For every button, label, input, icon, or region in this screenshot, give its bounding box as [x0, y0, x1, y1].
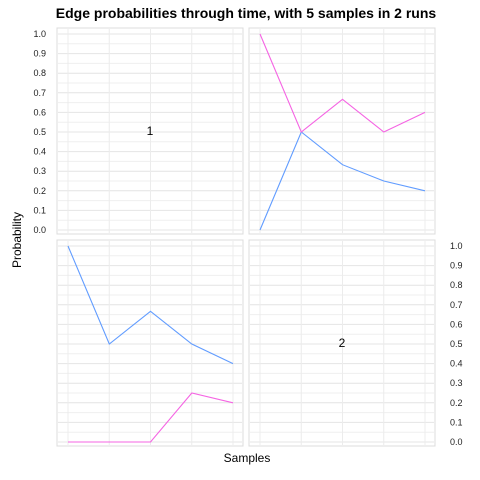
y-tick-label-left: 0.9 [33, 49, 46, 59]
diagonal-label-1: 1 [147, 124, 154, 138]
y-tick-label-right: 0.0 [450, 437, 463, 447]
y-tick-label-left: 0.4 [33, 147, 46, 157]
diagonal-label-2: 2 [339, 336, 346, 350]
series-line-run1-top-right [259, 131, 426, 231]
panels: 1 2 0.0 0.1 0.2 0.3 0.4 0.5 0.6 0.7 0.8 0.9 1.0 0.0 0.… [33, 27, 463, 447]
y-tick-label-right: 0.2 [450, 398, 463, 408]
y-tick-label-left: 0.3 [33, 166, 46, 176]
y-tick-label-left: 0.6 [33, 107, 46, 117]
y-tick-label-left: 0.2 [33, 186, 46, 196]
y-tick-label-right: 0.9 [450, 261, 463, 271]
series-line-run2-bottom-left [68, 392, 234, 443]
y-tick-label-right: 1.0 [450, 241, 463, 251]
x-axis-title: Samples [224, 451, 271, 465]
y-tick-label-left: 0.7 [33, 88, 46, 98]
y-tick-label-right: 0.1 [450, 417, 463, 427]
y-tick-label-right: 0.6 [450, 319, 463, 329]
y-tick-label-right: 0.5 [450, 339, 463, 349]
y-tick-label-left: 0.1 [33, 205, 46, 215]
y-tick-label-left: 0.8 [33, 68, 46, 78]
series-line-run1-bottom-left [67, 245, 234, 365]
y-tick-label-right: 0.3 [450, 378, 463, 388]
series-line-run2-top-right [259, 33, 426, 133]
y-tick-label-left: 1.0 [33, 29, 46, 39]
y-tick-label-left: 0.5 [33, 127, 46, 137]
y-tick-label-right: 0.4 [450, 359, 463, 369]
y-tick-label-right: 0.7 [450, 300, 463, 310]
chart-title: Edge probabilities through time, with 5 … [56, 5, 437, 21]
y-tick-label-right: 0.8 [450, 280, 463, 290]
y-tick-label-left: 0.0 [33, 225, 46, 235]
y-axis-title: Probability [10, 212, 24, 268]
